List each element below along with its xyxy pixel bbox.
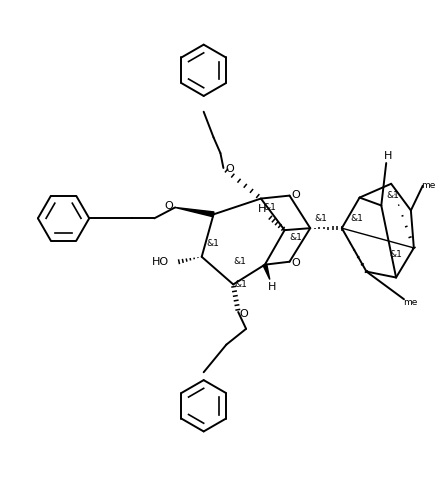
Text: O: O (291, 189, 300, 200)
Text: &1: &1 (289, 232, 302, 241)
Text: &1: &1 (315, 214, 328, 223)
Text: HO: HO (152, 257, 169, 267)
Polygon shape (175, 207, 214, 217)
Text: H: H (384, 151, 392, 161)
Text: me: me (403, 298, 417, 307)
Text: me: me (421, 181, 436, 190)
Text: H: H (258, 204, 266, 214)
Text: O: O (225, 164, 234, 174)
Text: &1: &1 (235, 280, 248, 289)
Text: &1: &1 (390, 250, 402, 259)
Text: O: O (291, 258, 300, 268)
Text: &1: &1 (234, 257, 246, 266)
Text: &1: &1 (206, 240, 219, 248)
Text: O: O (240, 309, 249, 319)
Text: O: O (165, 201, 173, 212)
Text: &1: &1 (350, 214, 363, 223)
Polygon shape (263, 264, 270, 280)
Text: &1: &1 (387, 191, 399, 200)
Text: H: H (267, 282, 276, 293)
Text: &1: &1 (264, 203, 276, 212)
